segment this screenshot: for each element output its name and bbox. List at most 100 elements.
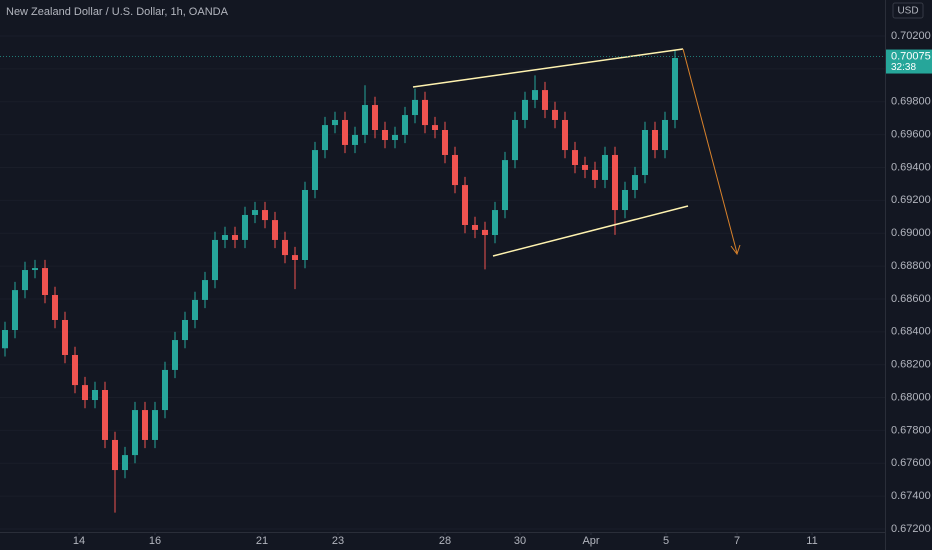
candle-body [252, 210, 258, 215]
candle-body [12, 290, 18, 331]
x-tick-label: 7 [734, 535, 740, 547]
arrow-head [730, 244, 741, 256]
candle-body [412, 99, 418, 116]
x-tick-label: 11 [806, 535, 817, 547]
candle-body [2, 330, 8, 349]
candle-body [572, 150, 578, 166]
y-tick-label: 0.68600 [891, 293, 931, 305]
candle-body [132, 410, 138, 456]
candle-body [672, 58, 678, 120]
candle-body [172, 340, 178, 370]
countdown: 32:38 [891, 62, 916, 73]
candle-body [192, 299, 198, 320]
candle-body [102, 390, 108, 440]
candle-body [182, 319, 188, 341]
candle-body [352, 134, 358, 145]
candle-body [592, 169, 598, 180]
candle-body [452, 154, 458, 186]
x-tick-label: 16 [149, 535, 161, 547]
candle-body [142, 410, 148, 440]
y-tick-label: 0.67800 [891, 424, 931, 436]
x-tick-label: 23 [332, 535, 344, 547]
candle-body [602, 154, 608, 180]
candle-body [612, 154, 618, 211]
candle-body [622, 189, 628, 211]
y-tick-label: 0.69800 [891, 96, 931, 108]
y-tick-label: 0.68000 [891, 391, 931, 403]
candle-body [402, 115, 408, 135]
x-tick-label: 5 [663, 535, 669, 547]
plot [0, 35, 885, 530]
candle-body [662, 119, 668, 151]
candle-body [202, 280, 208, 300]
candle-body [342, 119, 348, 145]
candle-body [282, 239, 288, 256]
candle-body [92, 390, 98, 401]
candle-body [562, 119, 568, 151]
y-tick-label: 0.68800 [891, 260, 931, 272]
x-tick-label: 14 [73, 535, 85, 547]
candle-body [232, 235, 238, 240]
candle-body [492, 210, 498, 236]
candle-body [292, 255, 298, 261]
candle-body [642, 130, 648, 176]
currency[interactable]: USD [897, 6, 918, 17]
candle-body [332, 119, 338, 126]
candle-body [552, 109, 558, 120]
trend-line-upper [412, 48, 684, 88]
candle-body [62, 319, 68, 355]
projection-arrow [682, 48, 738, 254]
y-tick-label: 0.68200 [891, 359, 931, 371]
candle-body [472, 224, 478, 230]
current-price-label: 0.70075 [891, 50, 931, 62]
candle-body [372, 105, 378, 131]
y-tick-label: 0.69000 [891, 227, 931, 239]
y-tick-label: 0.69200 [891, 194, 931, 206]
x-tick-label: Apr [582, 535, 599, 547]
candle-body [72, 354, 78, 386]
candle-body [542, 90, 548, 110]
candle-body [242, 214, 248, 240]
candle-body [122, 455, 128, 471]
candle-body [512, 119, 518, 161]
y-tick-label: 0.67200 [891, 523, 931, 535]
candle-body [462, 185, 468, 225]
x-tick-label: 28 [439, 535, 451, 547]
candle-body [112, 439, 118, 471]
candle-body [212, 239, 218, 281]
candle-body [222, 235, 228, 240]
candle-body [52, 295, 58, 320]
current-price-box [886, 49, 932, 74]
candle-body [632, 175, 638, 190]
candle-body [652, 130, 658, 151]
candle-body [522, 99, 528, 120]
candle-body [442, 130, 448, 155]
x-tick-label: 30 [514, 535, 526, 547]
candle-body [302, 189, 308, 261]
y-tick-label: 0.69400 [891, 161, 931, 173]
candle-body [532, 90, 538, 100]
x-tick-label: 21 [256, 535, 268, 547]
candle-body [432, 125, 438, 131]
currency-box[interactable] [892, 2, 924, 19]
candle-body [322, 125, 328, 151]
candle-body [152, 410, 158, 440]
candle-body [482, 229, 488, 236]
candle-body [22, 270, 28, 291]
candle-body [392, 134, 398, 141]
chart-title: New Zealand Dollar / U.S. Dollar, 1h, OA… [6, 6, 229, 18]
candle-body [262, 210, 268, 221]
y-tick-label: 0.70200 [891, 30, 931, 42]
y-tick-label: 0.69600 [891, 129, 931, 141]
candle-body [362, 105, 368, 135]
candle-body [312, 150, 318, 190]
candle-body [162, 369, 168, 411]
candle-body [82, 385, 88, 401]
candle-body [582, 165, 588, 170]
candle-body [502, 160, 508, 211]
y-tick-label: 0.68400 [891, 326, 931, 338]
candle-body [272, 220, 278, 240]
